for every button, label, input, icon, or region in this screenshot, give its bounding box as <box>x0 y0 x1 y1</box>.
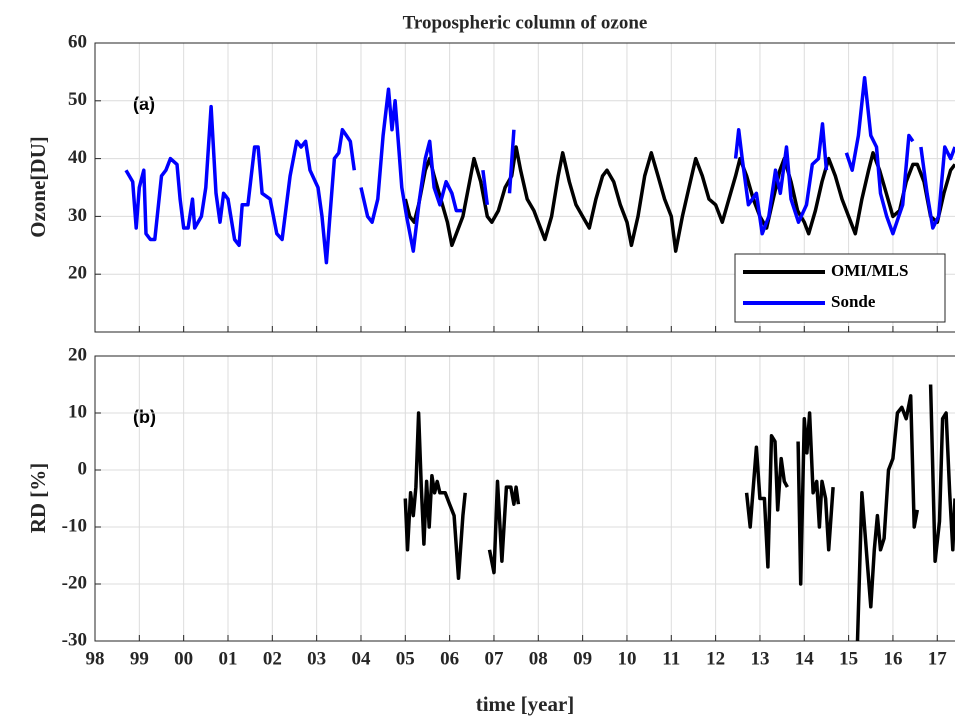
data-line <box>403 384 955 641</box>
x-axis-label: time [year] <box>476 692 575 716</box>
x-tick-label: 01 <box>218 648 237 669</box>
x-tick-label: 16 <box>883 648 902 669</box>
y-axis-label: Ozone[DU] <box>26 136 50 237</box>
x-tick-label: 14 <box>795 648 815 669</box>
legend-label: Sonde <box>831 292 876 311</box>
panel-label: (b) <box>133 407 156 427</box>
x-tick-label: 10 <box>617 648 636 669</box>
legend-label: OMI/MLS <box>831 261 908 280</box>
x-tick-label: 17 <box>928 648 948 669</box>
x-tick-label: 11 <box>662 648 680 669</box>
y-tick-label: 50 <box>68 89 87 110</box>
x-tick-label: 02 <box>263 648 282 669</box>
x-tick-label: 06 <box>440 648 459 669</box>
y-tick-label: 0 <box>78 458 88 479</box>
x-tick-label: 04 <box>351 648 371 669</box>
y-tick-label: 30 <box>68 205 87 226</box>
x-tick-label: 12 <box>706 648 725 669</box>
x-tick-label: 98 <box>86 648 105 669</box>
x-tick-label: 05 <box>396 648 415 669</box>
y-tick-label: 20 <box>68 344 87 365</box>
x-tick-label: 09 <box>573 648 592 669</box>
data-line <box>124 75 955 265</box>
y-tick-label: -10 <box>62 515 87 536</box>
x-tick-label: 08 <box>529 648 548 669</box>
y-tick-label: 20 <box>68 263 87 284</box>
y-tick-label: 10 <box>68 401 87 422</box>
axes-frame <box>94 42 955 333</box>
x-tick-label: 13 <box>750 648 769 669</box>
x-tick-label: 07 <box>484 648 504 669</box>
y-axis-label: RD [%] <box>26 463 50 534</box>
y-tick-label: -30 <box>62 629 87 650</box>
axes-frame <box>94 355 955 642</box>
y-tick-label: -20 <box>62 572 87 593</box>
x-tick-label: 03 <box>307 648 326 669</box>
panel-label: (a) <box>133 94 155 114</box>
legend-box <box>734 253 946 323</box>
data-line <box>403 145 955 253</box>
y-tick-label: 60 <box>68 31 87 52</box>
y-tick-label: 40 <box>68 147 87 168</box>
x-tick-label: 99 <box>130 648 149 669</box>
x-tick-label: 00 <box>174 648 193 669</box>
x-tick-label: 15 <box>839 648 858 669</box>
chart-title: Tropospheric column of ozone <box>403 12 648 33</box>
